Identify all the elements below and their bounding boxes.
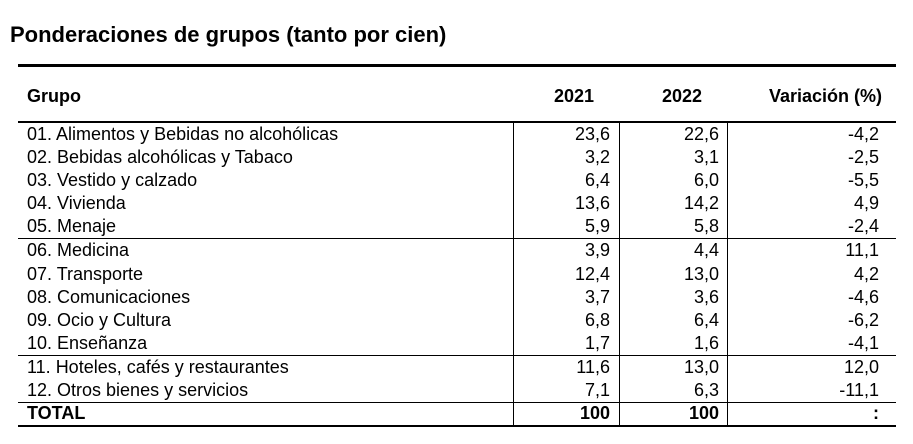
cell-2022: 5,8 bbox=[693, 216, 719, 236]
cell-2022: 6,4 bbox=[693, 310, 719, 330]
cell-2021: 3,7 bbox=[584, 287, 610, 307]
total-row: TOTAL 100 100 : bbox=[18, 402, 896, 425]
cell-2022: 13,0 bbox=[683, 264, 719, 284]
cell-variacion: 12,0 bbox=[843, 357, 879, 377]
group-separator-rule bbox=[18, 238, 896, 239]
column-header-2022: 2022 bbox=[661, 86, 702, 106]
cell-grupo: 02. Bebidas alcohólicas y Tabaco bbox=[27, 147, 293, 167]
cell-grupo: 10. Enseñanza bbox=[27, 333, 148, 353]
table-row: 06. Medicina 3,9 4,4 11,1 bbox=[18, 239, 896, 262]
cell-variacion: -4,2 bbox=[847, 124, 879, 144]
cell-variacion: -4,6 bbox=[847, 287, 879, 307]
cell-grupo: 12. Otros bienes y servicios bbox=[27, 380, 249, 400]
cell-2021: 6,4 bbox=[584, 170, 610, 190]
cell-grupo: 08. Comunicaciones bbox=[27, 287, 191, 307]
cell-2022: 14,2 bbox=[683, 193, 719, 213]
column-separator bbox=[727, 123, 728, 427]
table-row: 05. Menaje 5,9 5,8 -2,4 bbox=[18, 215, 896, 238]
table-row: 04. Vivienda 13,6 14,2 4,9 bbox=[18, 192, 896, 215]
cell-grupo: 03. Vestido y calzado bbox=[27, 170, 198, 190]
cell-2022: 6,0 bbox=[693, 170, 719, 190]
cell-variacion: 4,9 bbox=[853, 193, 879, 213]
total-top-rule bbox=[18, 402, 896, 403]
cell-grupo: 11. Hoteles, cafés y restaurantes bbox=[27, 357, 289, 377]
table-top-rule bbox=[18, 64, 896, 67]
table-row: 09. Ocio y Cultura 6,8 6,4 -6,2 bbox=[18, 309, 896, 332]
cell-variacion: -6,2 bbox=[847, 310, 879, 330]
cell-variacion: -2,4 bbox=[847, 216, 879, 236]
cell-variacion: -2,5 bbox=[847, 147, 879, 167]
total-label: TOTAL bbox=[27, 403, 86, 423]
group-separator-rule bbox=[18, 355, 896, 356]
cell-2022: 22,6 bbox=[683, 124, 719, 144]
table-row: 01. Alimentos y Bebidas no alcohólicas 2… bbox=[18, 123, 896, 146]
table-bottom-rule bbox=[18, 425, 896, 427]
table-row: 12. Otros bienes y servicios 7,1 6,3 -11… bbox=[18, 379, 896, 402]
total-variacion: : bbox=[873, 403, 879, 423]
column-header-variacion: Variación (%) bbox=[768, 86, 882, 106]
cell-2022: 4,4 bbox=[693, 240, 719, 260]
cell-2022: 6,3 bbox=[693, 380, 719, 400]
column-separator bbox=[513, 123, 514, 427]
cell-2021: 12,4 bbox=[574, 264, 610, 284]
cell-grupo: 01. Alimentos y Bebidas no alcohólicas bbox=[27, 124, 339, 144]
header-bottom-rule bbox=[18, 121, 896, 123]
cell-grupo: 06. Medicina bbox=[27, 240, 130, 260]
cell-variacion: -4,1 bbox=[847, 333, 879, 353]
table-row: 07. Transporte 12,4 13,0 4,2 bbox=[18, 263, 896, 286]
page-title: Ponderaciones de grupos (tanto por cien) bbox=[10, 22, 447, 47]
cell-2021: 6,8 bbox=[584, 310, 610, 330]
cell-variacion: -5,5 bbox=[847, 170, 879, 190]
cell-2022: 3,1 bbox=[693, 147, 719, 167]
cell-grupo: 05. Menaje bbox=[27, 216, 117, 236]
cell-2021: 3,9 bbox=[584, 240, 610, 260]
cell-2021: 7,1 bbox=[584, 380, 610, 400]
cell-variacion: 11,1 bbox=[845, 240, 879, 260]
table-row: 02. Bebidas alcohólicas y Tabaco 3,2 3,1… bbox=[18, 146, 896, 169]
cell-2021: 1,7 bbox=[584, 333, 610, 353]
column-header-grupo: Grupo bbox=[27, 86, 81, 106]
cell-2022: 3,6 bbox=[693, 287, 719, 307]
cell-2021: 11,6 bbox=[576, 357, 610, 377]
total-2022: 100 bbox=[688, 403, 719, 423]
cell-grupo: 09. Ocio y Cultura bbox=[27, 310, 172, 330]
table-row: 10. Enseñanza 1,7 1,6 -4,1 bbox=[18, 332, 896, 355]
cell-2021: 5,9 bbox=[584, 216, 610, 236]
cell-grupo: 07. Transporte bbox=[27, 264, 144, 284]
column-header-2021: 2021 bbox=[553, 86, 594, 106]
cell-2021: 23,6 bbox=[574, 124, 610, 144]
cell-2021: 3,2 bbox=[584, 147, 610, 167]
cell-2022: 1,6 bbox=[693, 333, 719, 353]
total-2021: 100 bbox=[579, 403, 610, 423]
table-row: 03. Vestido y calzado 6,4 6,0 -5,5 bbox=[18, 169, 896, 192]
cell-grupo: 04. Vivienda bbox=[27, 193, 126, 213]
cell-variacion: -11,1 bbox=[839, 380, 879, 400]
cell-variacion: 4,2 bbox=[853, 264, 879, 284]
column-separator bbox=[619, 123, 620, 427]
table-row: 11. Hoteles, cafés y restaurantes 11,6 1… bbox=[18, 356, 896, 379]
cell-2021: 13,6 bbox=[574, 193, 610, 213]
table-row: 08. Comunicaciones 3,7 3,6 -4,6 bbox=[18, 286, 896, 309]
cell-2022: 13,0 bbox=[683, 357, 719, 377]
